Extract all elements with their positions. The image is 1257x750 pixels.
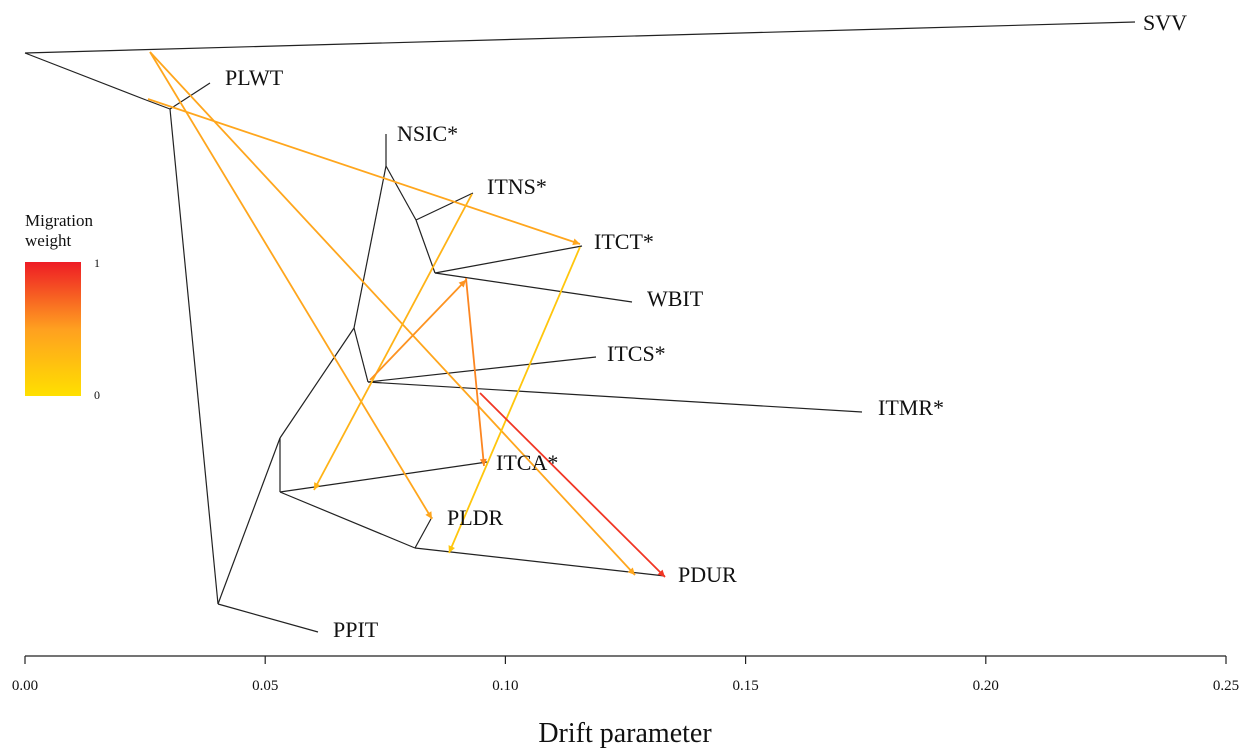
tree-branch: [279, 461, 488, 493]
migration-arrowhead: [314, 482, 321, 490]
leaf-label-itct: ITCT*: [594, 229, 654, 254]
tree-branch: [367, 381, 863, 413]
legend-max-label: 1: [94, 256, 100, 270]
migration-arrowhead: [627, 567, 635, 575]
tree-branch: [367, 356, 597, 383]
migration-edge: [313, 193, 473, 491]
tree-branch: [169, 108, 219, 605]
legend: Migration weight 1 0: [25, 211, 100, 402]
leaf-label-nsic: NSIC*: [397, 121, 458, 146]
migration-edge: [147, 98, 581, 245]
migration-edge: [465, 277, 485, 467]
migration-edge: [149, 51, 636, 576]
x-axis-title: Drift parameter: [538, 718, 712, 749]
migration-edge: [369, 279, 467, 381]
x-tick-label: 0.00: [12, 678, 38, 694]
x-tick-label: 0.15: [732, 678, 758, 694]
tree-branch: [24, 52, 147, 101]
tree-branch: [353, 165, 387, 329]
legend-title-line2: weight: [25, 231, 72, 250]
tree-edges: [24, 21, 1136, 633]
tree-branch: [434, 272, 633, 303]
leaf-label-wbit: WBIT: [647, 286, 704, 311]
x-axis-ticks: 0.00 0.05 0.10 0.15 0.20 0.25: [12, 656, 1239, 694]
tree-branch: [279, 491, 416, 549]
migration-arrowhead: [572, 238, 580, 246]
legend-color-bar: [25, 262, 81, 396]
leaf-label-plwt: PLWT: [225, 65, 284, 90]
migration-arrowhead: [479, 458, 487, 466]
tree-branch: [385, 165, 417, 221]
leaf-label-itns: ITNS*: [487, 174, 547, 199]
migration-edge: [479, 392, 666, 578]
leaf-label-pldr: PLDR: [447, 505, 504, 530]
tree-branch: [414, 516, 433, 549]
migration-edge: [149, 51, 433, 520]
x-tick-label: 0.25: [1213, 678, 1239, 694]
leaf-label-itcs: ITCS*: [607, 341, 666, 366]
x-tick-label: 0.05: [252, 678, 278, 694]
leaf-labels: SVV PLWT NSIC* ITNS* ITCT* WBIT ITCS* IT…: [225, 10, 1187, 642]
legend-title-line1: Migration: [25, 211, 93, 230]
migration-arrowhead: [425, 511, 432, 519]
tree-branch: [415, 192, 474, 221]
leaf-label-itca: ITCA*: [496, 450, 558, 475]
tree-branch: [434, 245, 583, 274]
tree-branch: [145, 99, 171, 110]
tree-branch: [217, 603, 319, 633]
leaf-label-pdur: PDUR: [678, 562, 737, 587]
x-tick-label: 0.20: [973, 678, 999, 694]
tree-branch: [353, 327, 369, 383]
tree-branch: [217, 437, 281, 605]
tree-branch: [414, 547, 666, 577]
migration-arrowhead: [458, 280, 466, 288]
tree-branch: [415, 219, 436, 274]
leaf-label-svv: SVV: [1143, 10, 1187, 35]
migration-edge: [448, 246, 581, 554]
legend-min-label: 0: [94, 388, 100, 402]
migration-arrowhead: [448, 545, 455, 553]
leaf-label-ppit: PPIT: [333, 617, 379, 642]
x-tick-label: 0.10: [492, 678, 518, 694]
tree-branch: [279, 327, 355, 439]
leaf-label-itmr: ITMR*: [878, 395, 944, 420]
migration-edges: [147, 51, 666, 578]
x-axis: 0.00 0.05 0.10 0.15 0.20 0.25 Drift parameter: [12, 655, 1239, 749]
migration-arrowhead: [657, 569, 665, 577]
tree-branch: [24, 21, 1136, 54]
